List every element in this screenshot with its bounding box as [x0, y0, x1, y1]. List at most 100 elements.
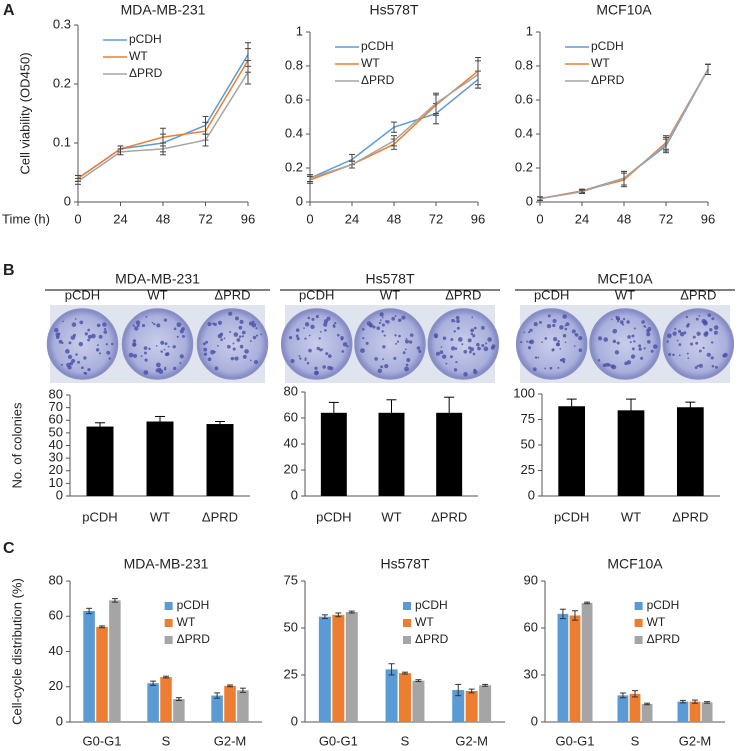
bar — [465, 690, 478, 722]
colony-dot — [179, 361, 182, 364]
colony-dot — [140, 355, 143, 357]
colony-dot — [694, 366, 698, 370]
colony-dot — [141, 324, 146, 328]
legend-swatch — [403, 602, 411, 610]
bar — [109, 600, 121, 722]
y-tick-label: 100 — [513, 385, 535, 400]
colony-dot — [463, 349, 468, 354]
colony-dot — [529, 328, 533, 332]
bar — [412, 680, 425, 722]
colony-dot — [155, 362, 161, 368]
colony-dot — [627, 335, 631, 339]
x-tick-label: 24 — [113, 211, 127, 226]
y-axis-label: Cell viability (OD450) — [17, 52, 32, 174]
bar — [385, 669, 398, 722]
colony-dot — [687, 357, 690, 360]
colony-dot — [238, 325, 243, 330]
colony-dot — [58, 339, 63, 344]
colony-dot — [450, 338, 454, 342]
colony-dot — [74, 318, 77, 320]
colony-dot — [395, 342, 397, 345]
bar — [399, 673, 411, 722]
colony-dot — [467, 338, 472, 343]
colony-panel-title: Hs578T — [365, 271, 414, 287]
x-tick-label: 48 — [387, 211, 401, 226]
colony-dot — [304, 337, 307, 340]
x-tick-label: 72 — [659, 211, 673, 226]
colony-dot — [223, 337, 226, 340]
colony-dot — [318, 337, 321, 340]
colony-dot — [315, 314, 319, 319]
colony-dot — [698, 349, 702, 353]
legend-swatch — [403, 619, 411, 627]
chart-title: MDA-MB-231 — [124, 556, 209, 572]
x-tick-label: 96 — [471, 211, 485, 226]
colony-dot — [440, 346, 443, 348]
legend-swatch — [164, 636, 173, 644]
y-tick-label: 0 — [528, 487, 535, 502]
colony-dot — [473, 369, 478, 375]
colony-dot — [564, 341, 567, 344]
colony-dot — [523, 331, 526, 334]
colony-dot — [575, 333, 579, 337]
x-tick-label: 24 — [575, 211, 589, 226]
y-tick-label: 40 — [284, 435, 298, 450]
colony-dot — [571, 329, 576, 334]
x-tick-label: WT — [150, 509, 170, 524]
y-tick-label: 0.4 — [285, 125, 303, 140]
colony-dot — [234, 316, 239, 321]
colony-dot — [173, 327, 177, 331]
x-tick-label: 96 — [701, 211, 715, 226]
colony-dot — [163, 367, 167, 371]
colony-dot — [298, 354, 301, 357]
colony-dot — [249, 359, 252, 362]
series-line — [77, 60, 249, 180]
colony-dot — [78, 341, 84, 347]
legend: pCDH WT ΔPRD — [335, 39, 395, 87]
colony-dot — [685, 315, 689, 319]
colony-dot — [87, 338, 90, 342]
y-tick-label: 50 — [49, 424, 63, 439]
colony-dot — [102, 322, 107, 327]
colony-dot — [386, 320, 390, 324]
colony-dot — [638, 344, 642, 348]
y-tick-label: 75 — [521, 411, 535, 426]
colony-dot — [710, 341, 714, 344]
y-tick-label: 70 — [49, 399, 63, 414]
y-tick-label: 0 — [56, 713, 63, 728]
y-tick-label: 40 — [49, 643, 63, 658]
legend-label: ΔPRD — [647, 632, 681, 646]
x-tick-label: 96 — [241, 211, 255, 226]
bar — [569, 615, 581, 722]
colony-dot — [144, 358, 148, 362]
colony-dot — [77, 360, 81, 364]
colony-dot — [692, 335, 696, 339]
colony-dot — [471, 316, 474, 319]
y-tick-label: 80 — [284, 383, 298, 398]
colony-dot — [255, 334, 259, 337]
colony-dot — [290, 358, 295, 364]
colony-dot — [326, 316, 331, 321]
colony-dot — [578, 336, 583, 341]
colony-dot — [441, 354, 447, 359]
colony-dot — [202, 342, 206, 346]
colony-dot — [241, 335, 244, 338]
colony-dot — [203, 347, 208, 352]
legend-label: pCDH — [361, 39, 394, 53]
colony-dot — [380, 319, 382, 321]
legend: pCDH WT ΔPRD — [565, 39, 625, 87]
colony-dot — [702, 346, 705, 349]
y-tick-label: 0.2 — [285, 159, 303, 174]
bar — [211, 695, 223, 722]
x-tick-label: 72 — [198, 211, 212, 226]
colony-dot — [308, 348, 312, 353]
colony-dot — [83, 371, 86, 375]
legend-label: WT — [591, 56, 610, 70]
x-tick-label: G0-G1 — [319, 733, 358, 748]
colony-dot — [666, 333, 672, 339]
colony-dot — [401, 315, 406, 320]
y-tick-label: 0 — [291, 487, 298, 502]
colony-dot — [372, 325, 376, 329]
colony-dot — [253, 359, 259, 365]
